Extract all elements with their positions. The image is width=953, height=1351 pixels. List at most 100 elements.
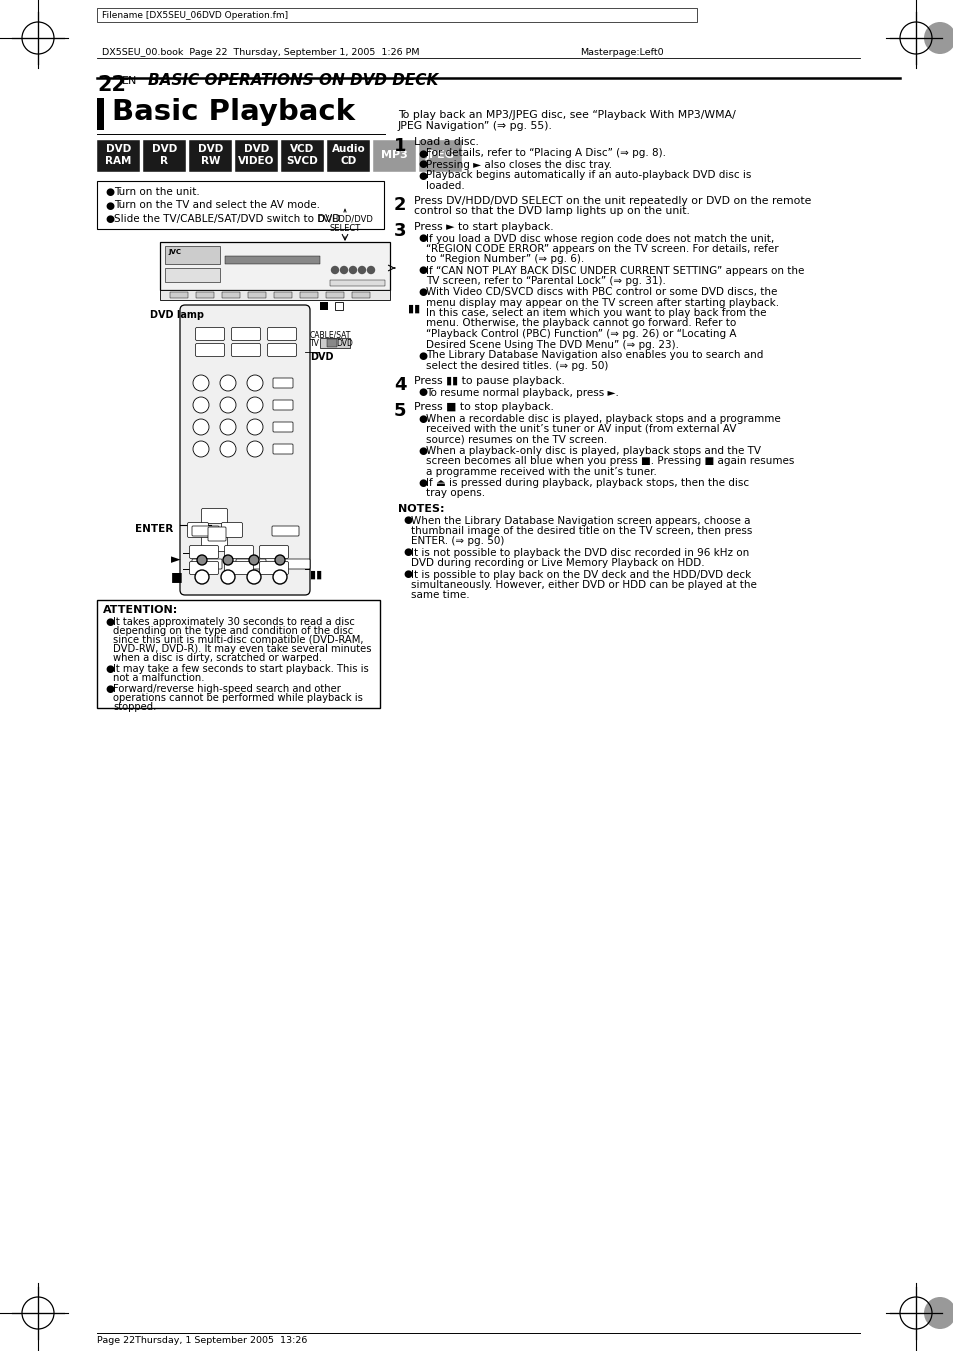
Text: 2: 2 [394, 196, 406, 213]
Bar [97, 600, 379, 708]
Text: loaded.: loaded. [426, 181, 464, 190]
Bar [97, 181, 384, 230]
Text: DVD-RW, DVD-R). It may even take several minutes: DVD-RW, DVD-R). It may even take several… [112, 644, 371, 654]
Text: ■: ■ [171, 570, 183, 584]
Text: DV/HDD/DVD: DV/HDD/DVD [316, 213, 373, 223]
Text: VCD: VCD [290, 145, 314, 154]
Circle shape [249, 555, 258, 565]
Text: ►: ► [224, 526, 230, 532]
Bar [165, 246, 220, 263]
Text: ●: ● [105, 617, 113, 627]
Text: It is not possible to playback the DVD disc recorded in 96 kHz on: It is not possible to playback the DVD d… [411, 547, 748, 558]
Bar [319, 303, 328, 309]
Text: ●: ● [105, 213, 113, 224]
Text: 5: 5 [394, 403, 406, 420]
Text: ●: ● [417, 149, 427, 158]
Text: menu. Otherwise, the playback cannot go forward. Refer to: menu. Otherwise, the playback cannot go … [426, 319, 736, 328]
Bar [326, 292, 344, 299]
Bar [373, 141, 416, 172]
Text: Press DV/HDD/DVD SELECT on the unit repeatedly or DVD on the remote: Press DV/HDD/DVD SELECT on the unit repe… [414, 196, 810, 205]
Text: When a recordable disc is played, playback stops and a programme: When a recordable disc is played, playba… [426, 413, 780, 424]
Circle shape [220, 419, 235, 435]
Text: 8: 8 [226, 423, 230, 432]
Text: Page 22Thursday, 1 September 2005  13:26: Page 22Thursday, 1 September 2005 13:26 [97, 1336, 307, 1346]
Circle shape [193, 419, 209, 435]
Circle shape [273, 570, 287, 584]
FancyBboxPatch shape [201, 508, 227, 523]
Text: ●: ● [105, 186, 113, 197]
Text: ●: ● [105, 663, 113, 674]
Text: 2: 2 [226, 380, 230, 388]
FancyBboxPatch shape [273, 422, 293, 432]
Text: ●: ● [105, 200, 113, 211]
Text: control so that the DVD lamp lights up on the unit.: control so that the DVD lamp lights up o… [414, 207, 689, 216]
Text: received with the unit’s tuner or AV input (from external AV: received with the unit’s tuner or AV inp… [426, 424, 736, 435]
FancyBboxPatch shape [235, 559, 266, 569]
Circle shape [193, 397, 209, 413]
Bar [327, 141, 370, 172]
Circle shape [193, 440, 209, 457]
Bar [225, 255, 319, 263]
Text: ●: ● [252, 444, 258, 454]
FancyBboxPatch shape [188, 523, 209, 538]
Circle shape [196, 555, 207, 565]
Circle shape [193, 376, 209, 390]
Text: ENTER. (⇒ pg. 50): ENTER. (⇒ pg. 50) [411, 535, 504, 546]
Circle shape [220, 397, 235, 413]
Text: Filename [DX5SEU_06DVD Operation.fm]: Filename [DX5SEU_06DVD Operation.fm] [102, 11, 288, 20]
Text: Desired Scene Using The DVD Menu” (⇒ pg. 23).: Desired Scene Using The DVD Menu” (⇒ pg.… [426, 339, 679, 350]
Text: MP3: MP3 [381, 150, 408, 159]
Text: ▼: ▼ [208, 538, 213, 544]
Bar [97, 99, 104, 130]
Bar [195, 292, 213, 299]
Text: ATTENTION:: ATTENTION: [103, 605, 178, 615]
Circle shape [340, 266, 347, 273]
FancyBboxPatch shape [273, 444, 293, 454]
Text: CD: CD [340, 155, 356, 166]
Text: simultaneously. However, either DVD or HDD can be played at the: simultaneously. However, either DVD or H… [411, 580, 756, 589]
Text: 1: 1 [198, 380, 203, 388]
Bar [274, 292, 292, 299]
FancyBboxPatch shape [259, 546, 288, 558]
Bar [189, 141, 232, 172]
Text: It is possible to play back on the DV deck and the HDD/DVD deck: It is possible to play back on the DV de… [411, 570, 750, 580]
FancyBboxPatch shape [272, 526, 298, 536]
Text: ◄: ◄ [190, 526, 195, 532]
Text: CABLE/SAT: CABLE/SAT [310, 330, 351, 339]
Text: ►: ► [171, 553, 180, 566]
Text: R: R [160, 155, 169, 166]
Circle shape [923, 22, 953, 54]
Text: 4: 4 [198, 401, 203, 409]
Text: RW: RW [200, 155, 220, 166]
Bar [222, 292, 240, 299]
Bar [281, 141, 324, 172]
Text: Basic Playback: Basic Playback [112, 99, 355, 126]
Text: Press ▮▮ to pause playback.: Press ▮▮ to pause playback. [414, 376, 564, 386]
Text: BASIC OPERATIONS ON DVD DECK: BASIC OPERATIONS ON DVD DECK [148, 73, 438, 88]
Text: SVCD: SVCD [286, 155, 318, 166]
Text: Pressing ► also closes the disc tray.: Pressing ► also closes the disc tray. [426, 159, 612, 169]
FancyBboxPatch shape [232, 327, 260, 340]
Circle shape [367, 266, 375, 273]
Bar [97, 8, 697, 22]
Text: JVC: JVC [168, 249, 181, 255]
Text: ●: ● [417, 159, 427, 169]
FancyBboxPatch shape [190, 546, 218, 558]
Text: ●: ● [402, 570, 412, 580]
Text: stopped.: stopped. [112, 703, 156, 712]
Text: To play back an MP3/JPEG disc, see “Playback With MP3/WMA/: To play back an MP3/JPEG disc, see “Play… [397, 109, 735, 120]
Text: Press ■ to stop playback.: Press ■ to stop playback. [414, 403, 554, 412]
Text: To resume normal playback, press ►.: To resume normal playback, press ►. [426, 388, 618, 397]
Circle shape [349, 266, 356, 273]
Bar [418, 141, 461, 172]
Circle shape [247, 376, 263, 390]
Text: If ⏏ is pressed during playback, playback stops, then the disc: If ⏏ is pressed during playback, playbac… [426, 478, 748, 488]
Text: ●: ● [417, 388, 427, 397]
Text: ●: ● [105, 684, 113, 694]
Text: ●: ● [417, 234, 427, 243]
Text: The Library Database Navigation also enables you to search and: The Library Database Navigation also ena… [426, 350, 762, 361]
Circle shape [358, 266, 365, 273]
Bar [248, 292, 266, 299]
Bar [165, 267, 220, 282]
Text: DX5SEU_00.book  Page 22  Thursday, September 1, 2005  1:26 PM: DX5SEU_00.book Page 22 Thursday, Septemb… [102, 49, 419, 57]
